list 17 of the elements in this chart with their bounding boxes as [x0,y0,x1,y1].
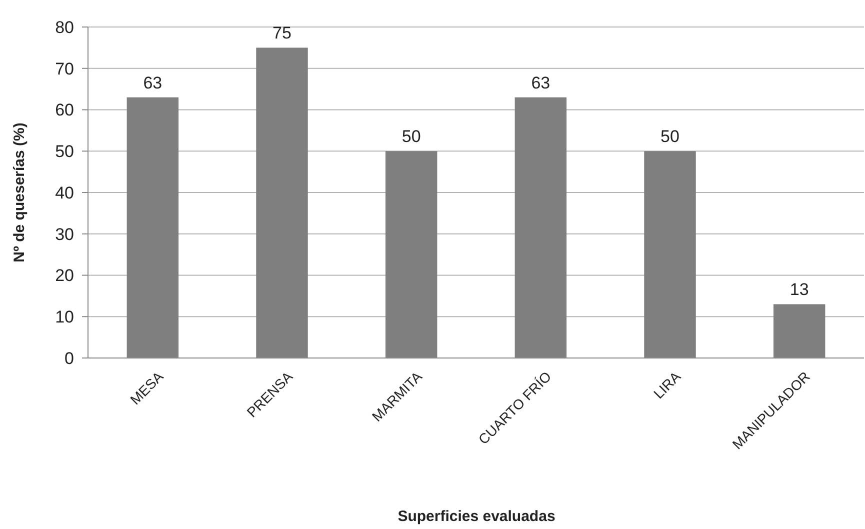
y-tick-label: 80 [55,18,74,37]
y-tick-label: 60 [55,100,74,120]
data-label: 13 [790,280,809,300]
y-tick-label: 10 [55,308,74,327]
y-axis-title: Nº de queserías (%) [11,122,28,262]
y-tick-label: 20 [55,266,74,286]
data-label: 75 [272,24,292,43]
data-label: 50 [660,127,680,146]
y-tick-label: 40 [55,183,74,202]
y-tick-label: 70 [55,59,74,78]
y-tick-label: 0 [64,348,74,368]
y-tick-label: 30 [55,224,74,244]
data-label: 50 [402,127,421,146]
x-axis-title: Superficies evaluadas [398,508,556,525]
y-tick-label: 50 [55,142,74,162]
data-label: 63 [143,73,162,92]
data-label: 63 [531,73,550,92]
